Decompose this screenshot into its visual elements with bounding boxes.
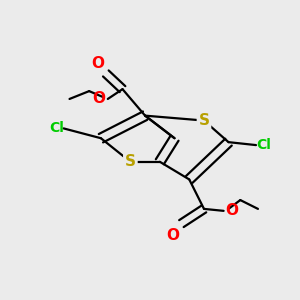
Text: O: O	[226, 203, 238, 218]
Text: O: O	[92, 92, 105, 106]
Text: S: S	[199, 113, 209, 128]
Text: O: O	[167, 227, 179, 242]
Text: Cl: Cl	[256, 138, 271, 152]
Text: Cl: Cl	[49, 122, 64, 135]
Text: S: S	[125, 154, 136, 169]
Text: O: O	[91, 56, 104, 70]
